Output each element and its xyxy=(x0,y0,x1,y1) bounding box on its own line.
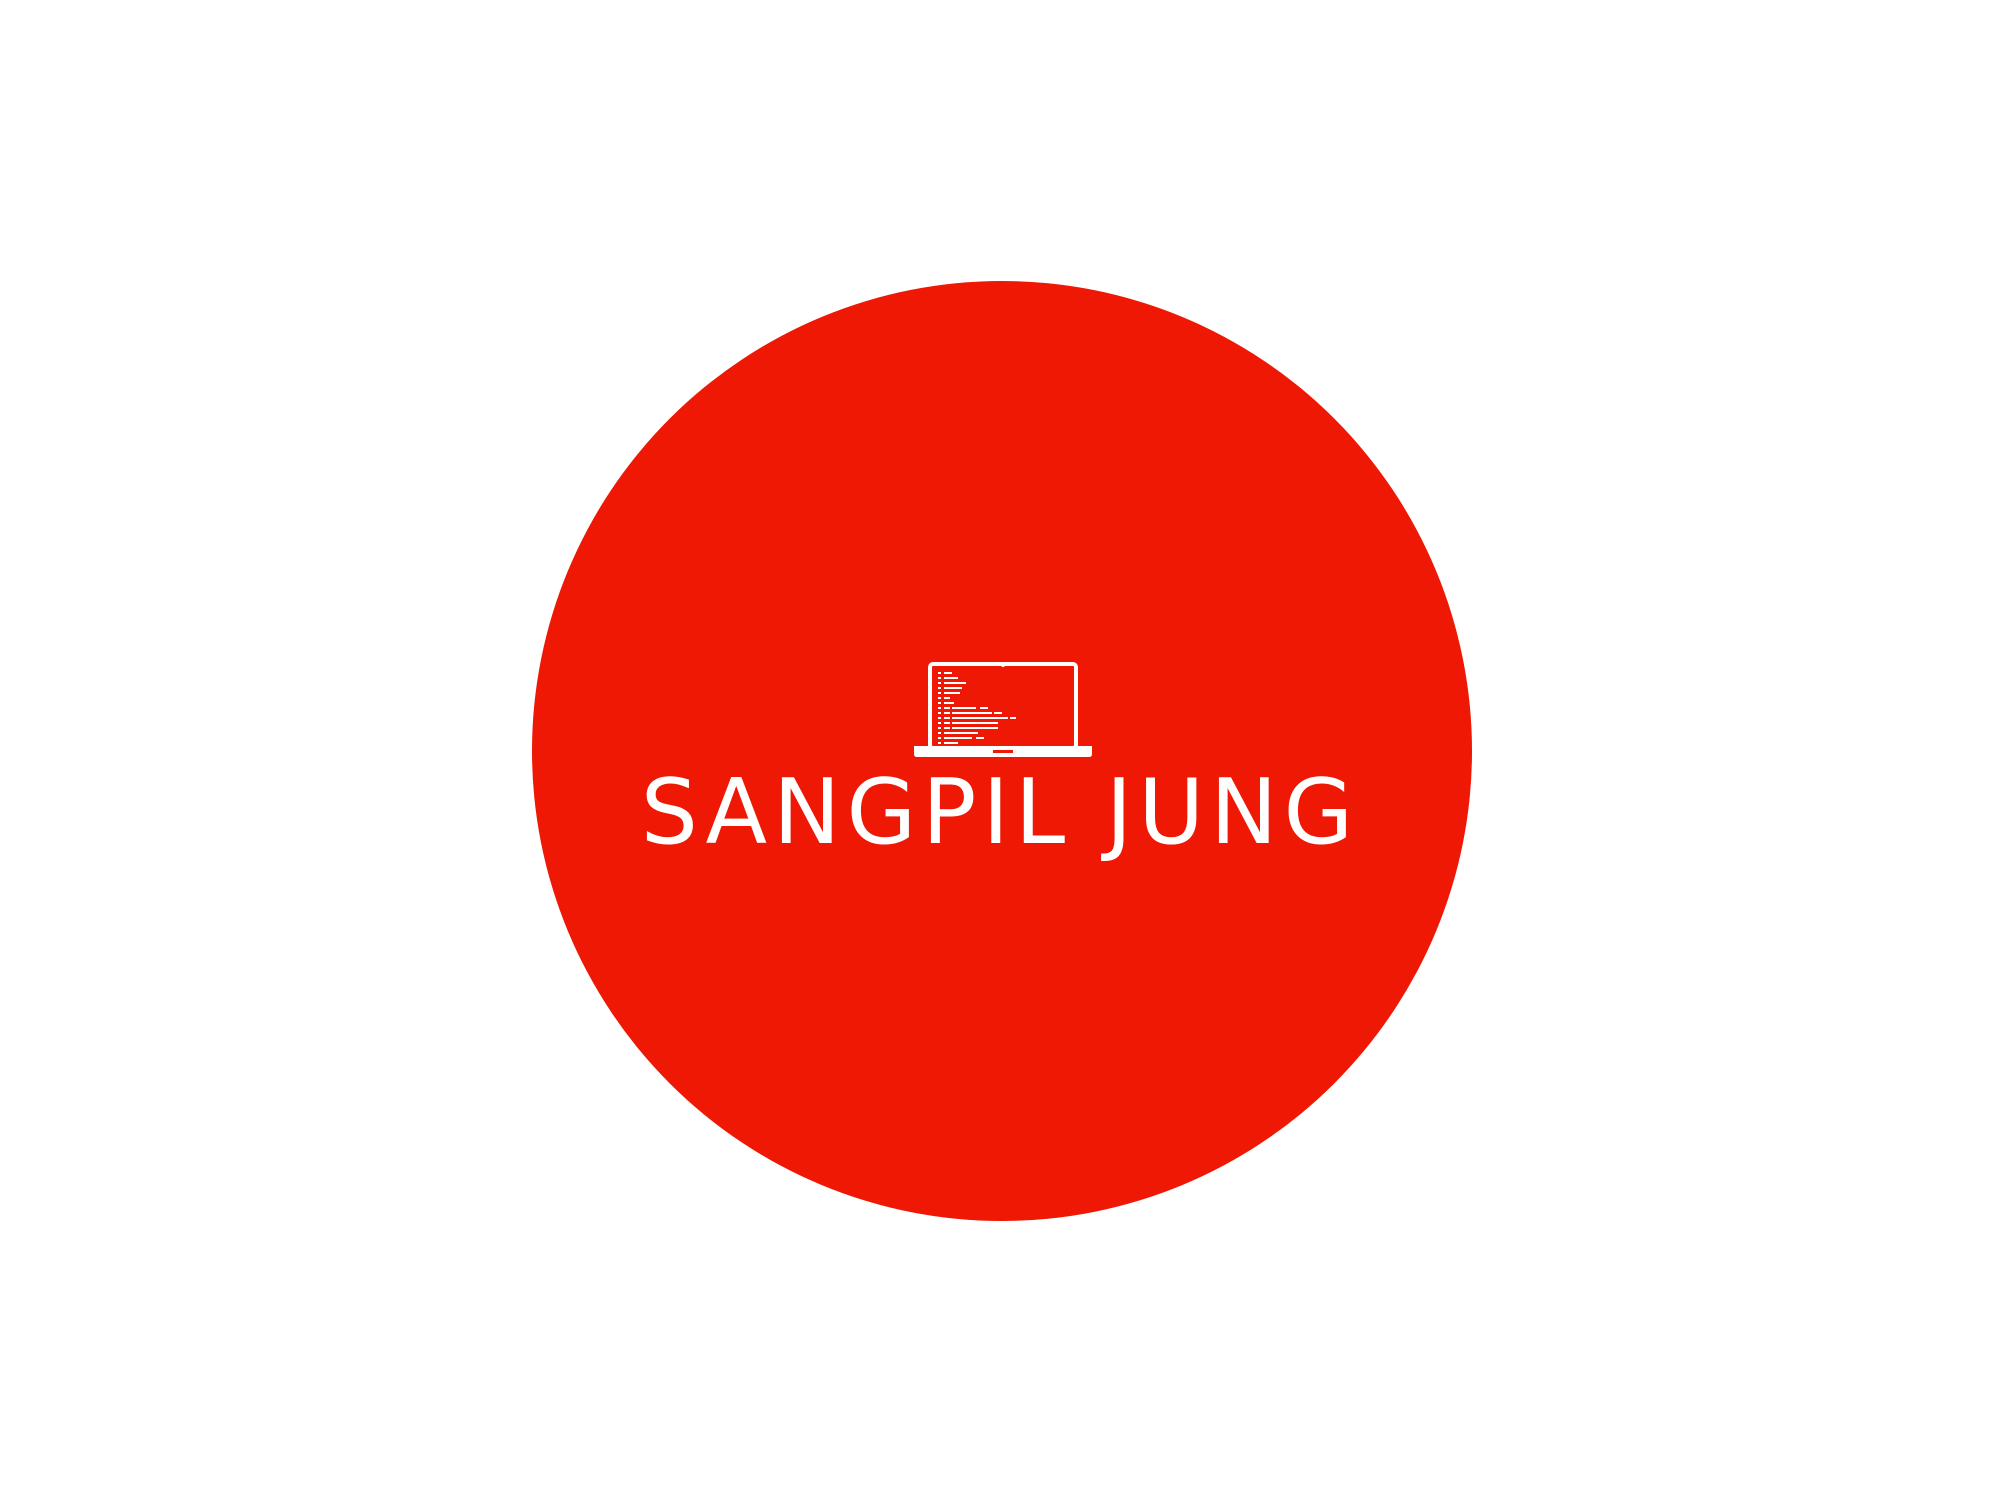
logo-name: SANGPIL JUNG xyxy=(640,760,1360,865)
laptop-code-icon xyxy=(914,662,1092,757)
